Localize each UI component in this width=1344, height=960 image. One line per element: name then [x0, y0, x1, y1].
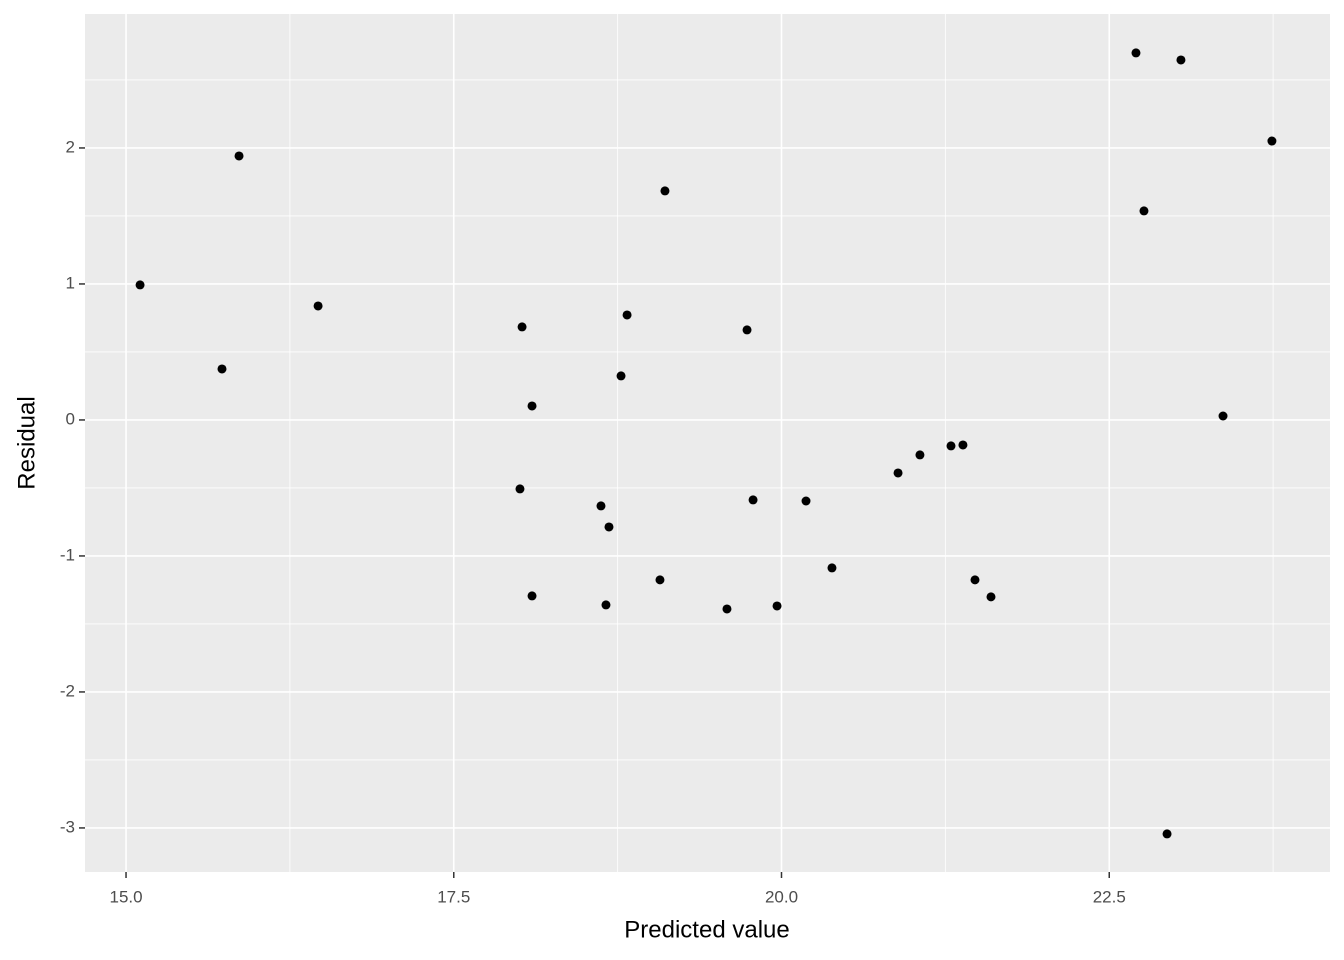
point	[596, 501, 606, 511]
y-tick-label: 0	[66, 409, 75, 428]
point	[515, 484, 525, 494]
point	[772, 601, 782, 611]
y-tick-label: -1	[60, 545, 75, 564]
point	[655, 575, 665, 585]
y-tick-label: 2	[66, 137, 75, 156]
point	[1267, 136, 1277, 146]
point	[601, 600, 611, 610]
x-tick-label: 22.5	[1093, 887, 1126, 906]
point	[527, 401, 537, 411]
point	[604, 522, 614, 532]
y-tick-label: 1	[66, 273, 75, 292]
point	[970, 575, 980, 585]
point	[1176, 55, 1186, 65]
point	[660, 186, 670, 196]
y-axis-title: Residual	[13, 396, 40, 489]
point	[915, 450, 925, 460]
point	[622, 310, 632, 320]
point	[742, 325, 752, 335]
point	[722, 604, 732, 614]
y-tick-label: -3	[60, 817, 75, 836]
point	[313, 301, 323, 311]
x-tick-label: 15.0	[109, 887, 142, 906]
point	[1131, 48, 1141, 58]
point	[135, 280, 145, 290]
point	[801, 496, 811, 506]
point	[958, 440, 968, 450]
x-tick-label: 17.5	[437, 887, 470, 906]
point	[217, 364, 227, 374]
panel	[85, 14, 1330, 872]
point	[527, 591, 537, 601]
point	[1139, 206, 1149, 216]
point	[986, 592, 996, 602]
point	[748, 495, 758, 505]
point	[1162, 829, 1172, 839]
x-tick-label: 20.0	[765, 887, 798, 906]
x-axis-title: Predicted value	[624, 916, 789, 943]
point	[1218, 411, 1228, 421]
point	[893, 468, 903, 478]
point	[827, 563, 837, 573]
point	[616, 371, 626, 381]
point	[946, 441, 956, 451]
point	[517, 322, 527, 332]
point	[234, 151, 244, 161]
y-tick-label: -2	[60, 681, 75, 700]
